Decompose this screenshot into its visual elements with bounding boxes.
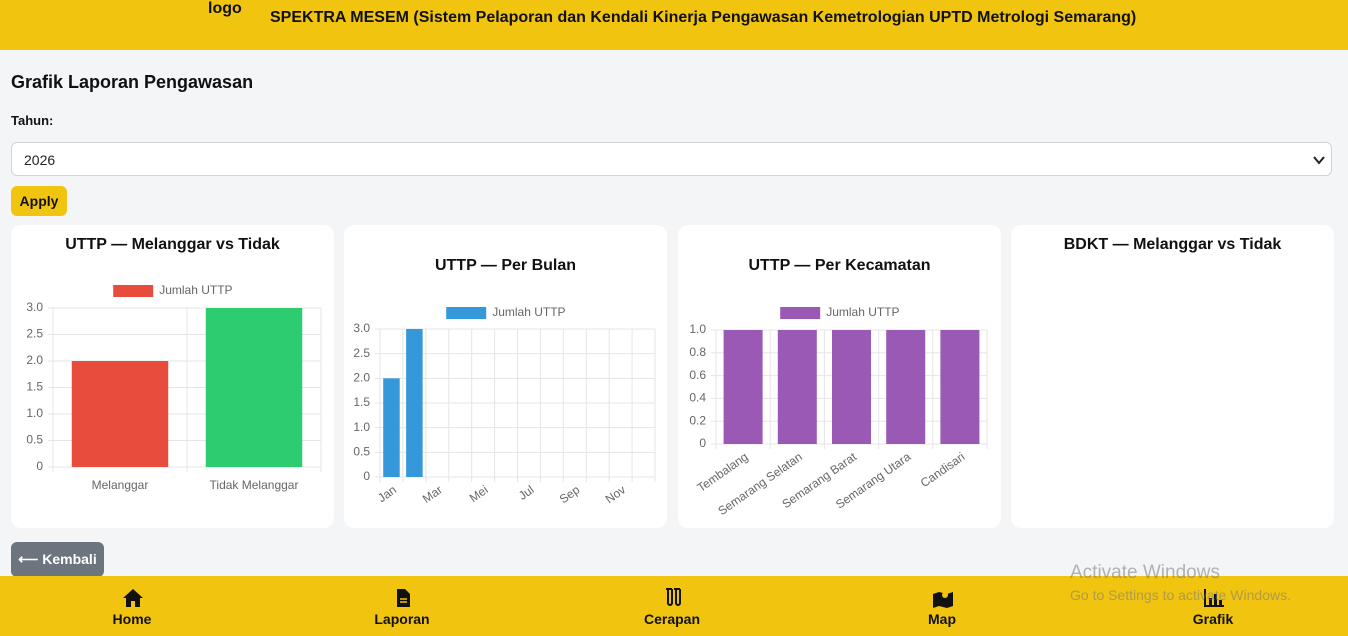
chart: UTTP — Per Bulan 0 0.5 1.0 1.5 2.0 2.5 3.0 Jumla… [353, 257, 656, 507]
page-title: Grafik Laporan Pengawasan [11, 72, 254, 92]
home-icon [123, 589, 143, 607]
nav-item[interactable]: Laporan [342, 576, 462, 636]
legend-label: Jumlah UTTP [492, 305, 565, 319]
x-tick-label: Melanggar [92, 478, 149, 492]
y-tick-label: 0.2 [689, 413, 706, 427]
nav-item[interactable]: Grafik [1153, 576, 1273, 636]
y-tick-label: 3.0 [353, 321, 370, 335]
bar [777, 330, 817, 444]
y-tick-label: 2.0 [353, 371, 370, 385]
chart-card: UTTP — Per Bulan 0 0.5 1.0 1.5 2.0 2.5 3.0 Jumla… [344, 225, 667, 528]
x-tick-label: Sep [557, 482, 583, 506]
header: logo SPEKTRA MESEM (Sistem Pelaporan dan… [0, 0, 1348, 50]
y-tick-label: 1.0 [353, 420, 370, 434]
y-tick-label: 0 [363, 469, 370, 483]
nav-label: Grafik [1192, 611, 1234, 627]
y-tick-label: 3.0 [26, 300, 43, 314]
nav-item[interactable]: Map [882, 576, 1002, 636]
y-tick-label: 2.0 [26, 353, 43, 367]
x-tick-label: Tidak Melanggar [210, 478, 299, 492]
map-icon [933, 592, 953, 608]
chart-title: UTTP — Melanggar vs Tidak [65, 236, 280, 253]
y-tick-label: 0 [36, 459, 43, 473]
y-tick-label: 1.0 [689, 322, 706, 336]
tube-icon [666, 588, 681, 606]
bar [383, 378, 400, 477]
nav-item[interactable]: Home [72, 576, 192, 636]
nav-label: Home [112, 611, 152, 627]
chart-title: BDKT — Melanggar vs Tidak [1064, 236, 1282, 253]
nav-label: Map [928, 611, 956, 627]
bar [406, 329, 423, 477]
logo: logo [208, 0, 242, 17]
nav-label: Laporan [374, 611, 430, 627]
nav-item[interactable]: Cerapan [612, 576, 732, 636]
nav-label: Cerapan [643, 611, 701, 627]
y-tick-label: 0.5 [26, 433, 43, 447]
x-tick-label: Candisari [918, 450, 968, 491]
app-title: SPEKTRA MESEM (Sistem Pelaporan dan Kend… [270, 9, 1137, 26]
x-tick-label: Jul [516, 483, 537, 503]
watermark: Go to Settings to activate Windows. [1070, 587, 1291, 603]
bar [205, 308, 303, 467]
y-tick-label: 0.6 [689, 368, 706, 382]
y-tick-label: 0.4 [689, 391, 706, 405]
year-label: Tahun: [11, 113, 54, 128]
chart-title: UTTP — Per Kecamatan [749, 257, 931, 274]
chart-card: UTTP — Melanggar vs Tidak 0 0.5 1.0 1.5 2.0 2.… [11, 225, 334, 528]
legend-swatch [780, 307, 821, 319]
watermark: Activate Windows [1070, 562, 1220, 583]
apply-button[interactable]: Apply [11, 186, 67, 216]
legend-label: Jumlah UTTP [159, 283, 232, 297]
dropdown-arrow [1313, 156, 1325, 165]
bar [723, 330, 763, 444]
year-select[interactable]: 2026 [11, 142, 1332, 176]
legend-swatch [113, 285, 154, 297]
chart-icon [1204, 589, 1224, 607]
y-tick-label: 2.5 [26, 327, 43, 341]
x-tick-label: Jan [375, 483, 399, 506]
x-tick-label: Mei [467, 483, 491, 506]
back-button[interactable]: ⟵ Kembali [11, 542, 104, 577]
chart-card: UTTP — Per Kecamatan 0 0.2 0.4 0.6 0.8 1.0 Juml… [678, 225, 1001, 528]
x-tick-label: Mar [420, 483, 445, 506]
chart: BDKT — Melanggar vs Tidak [1064, 236, 1282, 253]
y-tick-label: 0.5 [353, 445, 370, 459]
y-tick-label: 1.5 [26, 380, 43, 394]
bottom-nav: Home Laporan Cerapan Map Grafik [0, 576, 1348, 636]
y-tick-label: 2.5 [353, 346, 370, 360]
bar [831, 330, 872, 444]
legend-label: Jumlah UTTP [826, 305, 899, 319]
y-tick-label: 1.0 [26, 406, 43, 420]
legend-swatch [446, 307, 487, 319]
chart: UTTP — Per Kecamatan 0 0.2 0.4 0.6 0.8 1.0 Juml… [689, 257, 988, 518]
chart-title: UTTP — Per Bulan [435, 257, 576, 274]
selected-year: 2026 [24, 152, 56, 168]
bar [940, 330, 980, 444]
y-tick-label: 0 [699, 436, 706, 450]
chart-card: BDKT — Melanggar vs Tidak [1011, 225, 1334, 528]
report-icon [397, 589, 410, 607]
y-tick-label: 1.5 [353, 395, 370, 409]
bar [886, 330, 926, 444]
chart: UTTP — Melanggar vs Tidak 0 0.5 1.0 1.5 2.0 2.… [26, 236, 322, 492]
y-tick-label: 0.8 [689, 345, 706, 359]
x-tick-label: Nov [603, 483, 629, 507]
bar [71, 361, 169, 467]
